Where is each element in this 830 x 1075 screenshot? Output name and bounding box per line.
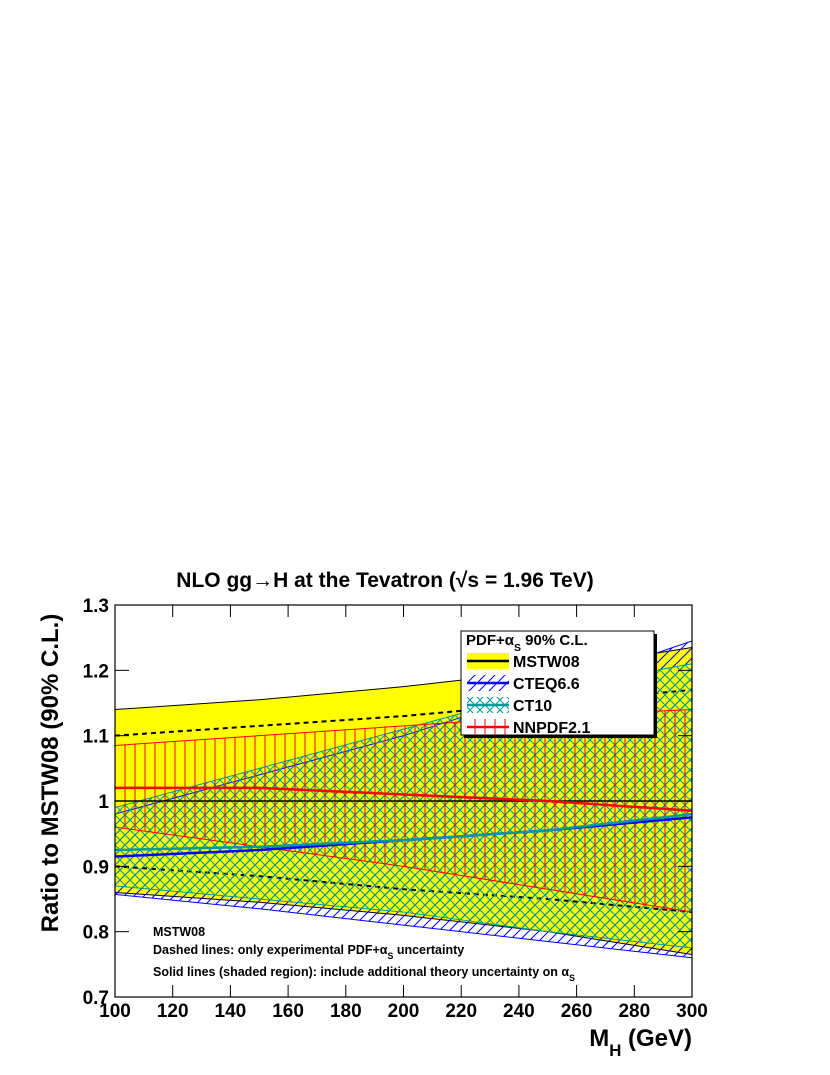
x-axis-title-subscript: H [609, 1041, 621, 1060]
legend-label: CTEQ6.6 [513, 676, 580, 693]
y-tick-label: 1.3 [83, 596, 109, 617]
band-edge [115, 893, 692, 959]
x-tick-label: 220 [445, 1001, 477, 1022]
x-tick-label: 100 [99, 1001, 131, 1022]
annotation-part: uncertainty [393, 943, 464, 957]
x-axis-title-part: M [589, 1025, 609, 1052]
x-tick-label: 260 [561, 1001, 593, 1022]
band-edge [115, 826, 692, 913]
y-tick-label: 1.1 [83, 727, 110, 748]
y-tick-label: 0.9 [83, 857, 109, 878]
x-tick-label: 200 [388, 1001, 420, 1022]
x-tick-label: 300 [676, 1001, 708, 1022]
experimental-edge [115, 688, 692, 737]
annotation: Dashed lines: only experimental PDF+αS u… [153, 943, 464, 961]
y-tick-label: 1.2 [83, 661, 109, 682]
y-tick-label: 1 [98, 792, 109, 813]
y-tick-label: 0.7 [83, 988, 109, 1009]
x-tick-label: 180 [330, 1001, 362, 1022]
annotation-part: Solid lines (shaded region): include add… [153, 965, 569, 979]
central-line [115, 812, 692, 852]
uncertainty-band [115, 709, 692, 913]
annotation-part: Dashed lines: only experimental PDF+α [153, 943, 388, 957]
legend-label: MSTW08 [513, 654, 580, 671]
annotation: MSTW08 [153, 925, 205, 939]
x-axis-title-part: (GeV) [621, 1025, 692, 1052]
x-tick-label: 140 [215, 1001, 247, 1022]
chart-title: NLO gg→H at the Tevatron (√s = 1.96 TeV) [176, 569, 593, 592]
legend-label: NNPDF2.1 [513, 720, 590, 737]
x-tick-label: 280 [618, 1001, 650, 1022]
y-tick-label: 0.8 [83, 923, 109, 944]
central-line [115, 786, 692, 813]
annotation-subscript: S [569, 973, 575, 983]
x-tick-label: 120 [157, 1001, 189, 1022]
legend-title-part: PDF+α [466, 632, 515, 649]
x-tick-label: 240 [503, 1001, 535, 1022]
legend-title-part: 90% C.L. [521, 632, 588, 649]
annotation-part: MSTW08 [153, 925, 205, 939]
annotation-subscript: S [388, 951, 394, 961]
legend-title-subscript: S [514, 642, 521, 654]
band-edge [115, 885, 692, 949]
x-axis-title: MH (GeV) [589, 1025, 692, 1060]
legend-title: PDF+αS 90% C.L. [466, 632, 588, 654]
x-tick-label: 160 [272, 1001, 304, 1022]
y-axis-title: Ratio to MSTW08 (90% C.L.) [37, 614, 64, 933]
legend-label: CT10 [513, 698, 552, 715]
annotation: Solid lines (shaded region): include add… [153, 965, 575, 983]
